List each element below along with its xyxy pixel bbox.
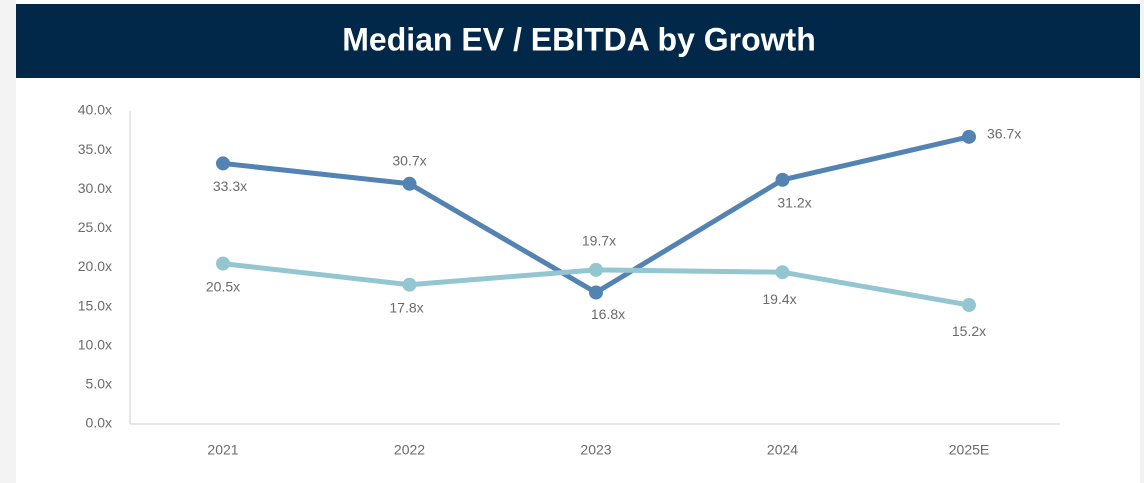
data-point [402, 277, 417, 292]
y-tick-label: 40.0x [78, 102, 112, 118]
data-label: 20.5x [206, 278, 240, 294]
data-point [962, 298, 976, 313]
data-label: 36.7x [987, 126, 1021, 142]
x-tick-label: 2021 [207, 442, 238, 458]
y-tick-label: 10.0x [78, 336, 112, 352]
data-point [216, 156, 230, 171]
data-label: 19.7x [582, 233, 616, 249]
data-point [589, 262, 603, 277]
y-tick-label: 20.0x [78, 258, 112, 274]
data-label: 19.4x [762, 291, 796, 307]
data-label: 30.7x [392, 152, 426, 168]
data-point [962, 129, 976, 144]
chart-title: Median EV / EBITDA by Growth [342, 21, 816, 57]
y-tick-label: 0.0x [86, 415, 112, 431]
data-label: 15.2x [952, 323, 986, 339]
y-tick-label: 25.0x [78, 219, 112, 235]
data-point [402, 176, 417, 191]
data-point [216, 256, 230, 271]
y-tick-label: 5.0x [86, 376, 112, 392]
data-label: 33.3x [213, 178, 247, 194]
x-tick-label: 2024 [767, 442, 798, 458]
data-label: 17.8x [389, 299, 423, 315]
header [16, 4, 1140, 78]
data-point [775, 265, 790, 280]
y-tick-label: 30.0x [78, 180, 112, 196]
x-tick-label: 2022 [394, 442, 425, 458]
x-tick-label: 2023 [580, 442, 611, 458]
y-tick-label: 15.0x [78, 297, 112, 313]
data-point [775, 172, 790, 187]
data-label: 16.8x [591, 306, 625, 322]
y-tick-label: 35.0x [78, 141, 112, 157]
x-tick-label: 2025E [949, 442, 989, 458]
data-label: 31.2x [777, 195, 811, 211]
card [16, 0, 1140, 483]
data-point [589, 285, 603, 300]
